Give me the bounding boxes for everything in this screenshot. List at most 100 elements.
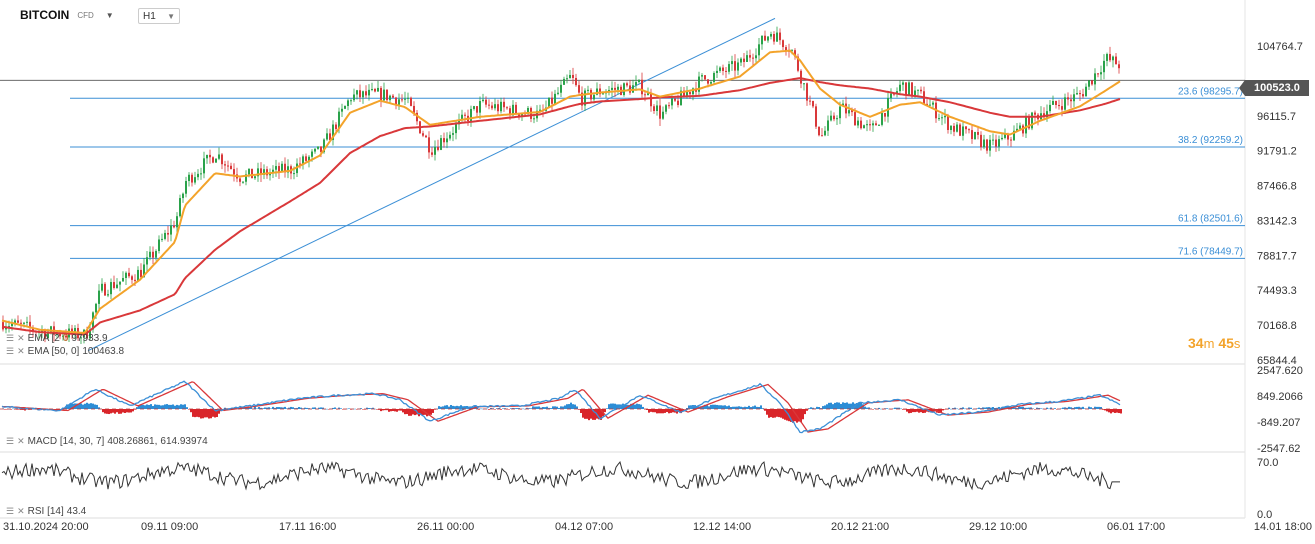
- countdown-seconds-unit: s: [1233, 336, 1241, 351]
- close-icon[interactable]: ✕: [17, 436, 25, 446]
- candle-body: [293, 173, 295, 175]
- candle-body: [458, 119, 460, 125]
- macd-histogram-bar: [914, 409, 916, 413]
- macd-histogram-bar: [842, 402, 844, 409]
- macd-histogram-bar: [708, 406, 710, 409]
- candle-body: [299, 163, 301, 165]
- macd-histogram-bar: [574, 404, 576, 409]
- x-axis-tick: 04.12 07:00: [555, 521, 613, 533]
- macd-histogram-bar: [412, 409, 414, 415]
- macd-histogram-bar: [546, 406, 548, 409]
- candle-body: [8, 326, 10, 328]
- macd-histogram-bar: [648, 409, 650, 413]
- candle-body: [44, 330, 46, 339]
- macd-axis-tick: 849.2066: [1257, 391, 1303, 403]
- close-icon[interactable]: ✕: [17, 506, 25, 516]
- candle-body: [743, 58, 745, 62]
- macd-histogram-bar: [580, 409, 582, 413]
- chevron-down-icon[interactable]: ▼: [105, 10, 114, 20]
- macd-histogram-bar: [176, 404, 178, 409]
- candle-body: [557, 92, 559, 94]
- menu-icon[interactable]: ☰: [6, 436, 15, 446]
- candle-body: [1031, 112, 1033, 129]
- macd-histogram-bar: [96, 404, 98, 409]
- macd-histogram-bar: [1106, 409, 1108, 412]
- macd-histogram-bar: [912, 409, 914, 413]
- candle-body: [1070, 99, 1072, 102]
- candle-body: [497, 104, 499, 112]
- macd-histogram-bar: [636, 403, 638, 409]
- menu-icon[interactable]: ☰: [6, 346, 15, 356]
- symbol-name[interactable]: BITCOIN: [20, 8, 70, 22]
- macd-histogram-bar: [804, 409, 806, 415]
- macd-histogram-bar: [94, 404, 96, 409]
- macd-histogram-bar: [414, 409, 416, 416]
- macd-histogram-bar: [488, 409, 490, 410]
- macd-histogram-bar: [200, 409, 202, 419]
- close-icon[interactable]: ✕: [17, 346, 25, 356]
- candle-body: [14, 320, 16, 324]
- candle-body: [221, 154, 223, 165]
- candle-body: [836, 118, 838, 120]
- candle-body: [224, 164, 226, 166]
- macd-histogram-bar: [1026, 407, 1028, 409]
- macd-histogram-bar: [558, 407, 560, 409]
- macd-histogram-bar: [108, 409, 110, 415]
- candle-body: [302, 156, 304, 165]
- macd-histogram-bar: [24, 409, 26, 411]
- rsi-axis-tick: 0.0: [1257, 509, 1272, 521]
- macd-histogram-bar: [992, 407, 994, 409]
- candle-body: [383, 89, 385, 101]
- macd-histogram-bar: [704, 404, 706, 409]
- candle-body: [455, 124, 457, 134]
- candle-body: [989, 139, 991, 151]
- macd-histogram-bar: [1096, 406, 1098, 409]
- macd-histogram-bar: [32, 408, 34, 410]
- candle-body: [728, 64, 730, 72]
- candle-body: [413, 105, 415, 113]
- macd-histogram-bar: [910, 409, 912, 413]
- candle-body: [593, 94, 595, 100]
- candle-body: [152, 251, 154, 258]
- candle-body: [155, 250, 157, 258]
- candle-body: [1007, 133, 1009, 140]
- menu-icon[interactable]: ☰: [6, 506, 15, 516]
- candle-body: [305, 156, 307, 161]
- macd-histogram-bar: [852, 402, 854, 409]
- candle-body: [398, 99, 400, 105]
- macd-histogram-bar: [172, 404, 174, 409]
- candle-body: [698, 76, 700, 92]
- x-axis-tick: 09.11 09:00: [141, 521, 198, 533]
- candle-body: [50, 326, 52, 332]
- candle-body: [245, 174, 247, 182]
- timeframe-dropdown[interactable]: H1 ▼: [138, 8, 180, 24]
- macd-histogram-bar: [530, 408, 532, 409]
- candle-body: [338, 111, 340, 130]
- macd-histogram-bar: [248, 407, 250, 409]
- candle-body: [227, 165, 229, 167]
- symbol-selector[interactable]: BITCOIN CFD ▼: [20, 8, 114, 22]
- macd-histogram-bar: [282, 407, 284, 409]
- macd-histogram-bar: [578, 409, 580, 410]
- close-icon[interactable]: ✕: [17, 333, 25, 343]
- macd-histogram-bar: [1020, 406, 1022, 409]
- candle-body: [857, 120, 859, 126]
- candle-body: [665, 105, 667, 112]
- macd-histogram-bar: [392, 409, 394, 412]
- macd-histogram-bar: [710, 404, 712, 409]
- menu-icon[interactable]: ☰: [6, 333, 15, 343]
- candle-body: [158, 239, 160, 251]
- candle-body: [230, 165, 232, 170]
- macd-histogram-bar: [988, 407, 990, 409]
- candle-body: [479, 101, 481, 113]
- macd-histogram-bar: [844, 402, 846, 409]
- candle-body: [779, 32, 781, 41]
- macd-histogram-bar: [668, 409, 670, 414]
- macd-histogram-bar: [1034, 409, 1036, 410]
- macd-histogram-bar: [340, 408, 342, 409]
- macd-histogram-bar: [116, 409, 118, 413]
- macd-histogram-bar: [88, 403, 90, 409]
- macd-histogram-bar: [566, 404, 568, 409]
- macd-histogram-bar: [940, 409, 942, 413]
